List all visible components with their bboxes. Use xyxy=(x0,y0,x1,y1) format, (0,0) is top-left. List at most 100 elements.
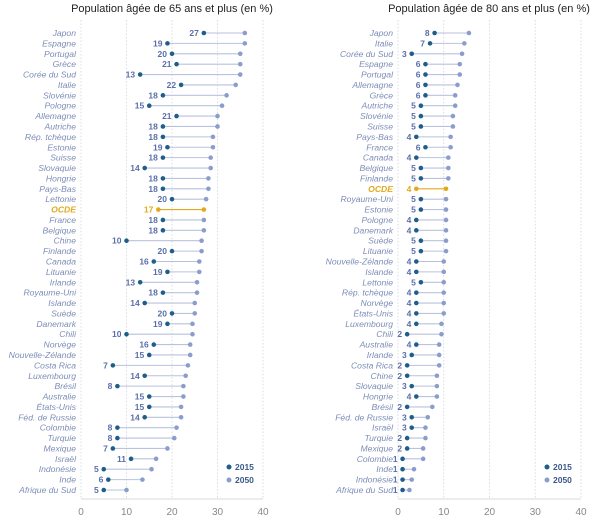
country-label: Slovénie xyxy=(43,90,76,100)
point-2050 xyxy=(208,155,213,160)
point-2050 xyxy=(208,165,213,171)
point-2015 xyxy=(427,41,433,46)
country-label: États-Unis xyxy=(353,308,393,318)
point-2015 xyxy=(146,352,152,358)
point-2050 xyxy=(457,72,463,77)
point-2050 xyxy=(407,487,412,493)
point-2015 xyxy=(414,259,419,264)
country-label: Afrique du Sud xyxy=(335,485,393,495)
x-tick-label: 10 xyxy=(121,507,133,518)
value-label-2015: 6 xyxy=(416,90,421,100)
value-label-2015: 7 xyxy=(103,443,108,453)
point-2050 xyxy=(187,352,193,358)
x-tick-label: 40 xyxy=(575,507,587,518)
value-label-2015: 6 xyxy=(416,80,421,90)
value-label-2015: 18 xyxy=(148,173,158,183)
point-2015 xyxy=(404,446,410,451)
country-label: Indonésie xyxy=(39,464,76,474)
point-2015 xyxy=(423,72,428,77)
point-2050 xyxy=(201,207,207,212)
country-label: Allemagne xyxy=(34,111,76,121)
point-2015 xyxy=(115,425,120,430)
point-2050 xyxy=(436,352,442,358)
point-2050 xyxy=(181,383,186,389)
value-label-2015: 18 xyxy=(148,184,158,194)
point-2050 xyxy=(124,487,129,493)
country-label: Mexique xyxy=(361,443,394,453)
country-label: Canada xyxy=(46,257,76,267)
chart-title: Population âgée de 80 ans et plus (en %) xyxy=(388,3,590,15)
point-2050 xyxy=(199,238,204,244)
point-2050 xyxy=(411,466,417,472)
point-2050 xyxy=(448,134,453,140)
point-2015 xyxy=(409,51,415,57)
point-2050 xyxy=(425,414,431,420)
value-label-2015: 5 xyxy=(411,101,416,111)
country-label: Nouvelle-Zélande xyxy=(9,350,77,360)
point-2050 xyxy=(194,279,200,285)
point-2015 xyxy=(101,466,107,472)
value-label-2015: 8 xyxy=(108,433,113,443)
point-2050 xyxy=(443,248,449,254)
point-2015 xyxy=(414,217,419,223)
country-label: Inde xyxy=(59,475,76,485)
value-label-2015: 6 xyxy=(416,59,421,69)
country-label: Espagne xyxy=(359,59,393,69)
country-label: Pays-Bas xyxy=(356,132,393,142)
point-2050 xyxy=(192,300,198,306)
country-label: Norvège xyxy=(361,298,394,308)
value-label-2015: 4 xyxy=(407,340,412,350)
point-2015 xyxy=(400,477,405,482)
country-label: Mexique xyxy=(44,443,77,453)
point-2050 xyxy=(434,383,440,389)
point-2050 xyxy=(443,186,449,192)
value-label-2015: 4 xyxy=(407,298,412,308)
point-2050 xyxy=(443,217,449,223)
point-2015 xyxy=(409,425,415,430)
point-2015 xyxy=(110,446,116,451)
value-label-2015: 14 xyxy=(130,298,140,308)
country-label: Afrique du Sud xyxy=(18,485,76,495)
legend-label-2050: 2050 xyxy=(553,475,572,485)
country-label: Slovénie xyxy=(360,111,393,121)
point-2050 xyxy=(178,404,184,410)
point-2050 xyxy=(185,363,191,368)
point-2015 xyxy=(432,30,437,36)
point-2050 xyxy=(153,456,159,462)
point-2050 xyxy=(441,300,447,306)
country-label: Finlande xyxy=(360,173,393,183)
point-2015 xyxy=(201,30,207,36)
x-tick-label: 10 xyxy=(438,507,450,518)
point-2015 xyxy=(110,363,116,368)
point-2015 xyxy=(418,238,424,244)
point-2050 xyxy=(178,414,184,420)
value-label-2015: 2 xyxy=(397,360,402,370)
point-2050 xyxy=(446,176,451,181)
point-2015 xyxy=(414,300,419,306)
point-2050 xyxy=(233,82,238,88)
point-2050 xyxy=(210,134,216,140)
point-2050 xyxy=(446,155,451,160)
point-2050 xyxy=(242,30,248,36)
point-2015 xyxy=(165,321,170,327)
point-2015 xyxy=(160,217,166,223)
value-label-2015: 5 xyxy=(411,205,416,215)
country-label: Turquie xyxy=(48,433,77,443)
value-label-2015: 3 xyxy=(402,350,407,360)
value-label-2015: 5 xyxy=(411,173,416,183)
value-label-2015: 1 xyxy=(393,464,398,474)
point-2050 xyxy=(443,207,449,212)
country-label: Israël xyxy=(55,454,77,464)
country-label: Lettonie xyxy=(45,194,76,204)
point-2050 xyxy=(443,238,449,244)
point-2050 xyxy=(187,342,193,347)
point-2050 xyxy=(190,331,195,337)
legend-label-2050: 2050 xyxy=(235,475,254,485)
point-2015 xyxy=(169,51,175,57)
country-label: Luxembourg xyxy=(345,319,393,329)
legend-marker-2015 xyxy=(226,464,232,470)
x-tick-label: 30 xyxy=(212,507,224,518)
value-label-2015: 22 xyxy=(167,80,177,90)
point-2015 xyxy=(418,196,424,202)
value-label-2015: 4 xyxy=(407,184,412,194)
